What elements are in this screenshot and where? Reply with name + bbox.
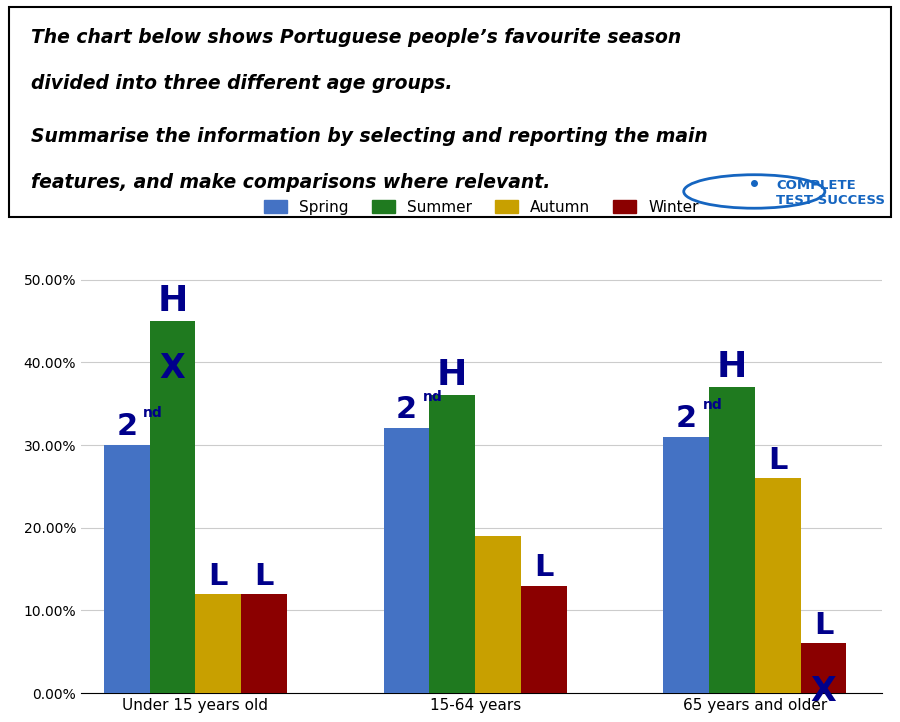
Text: L: L bbox=[534, 553, 554, 583]
Bar bbox=[241, 594, 287, 693]
Bar bbox=[709, 387, 755, 693]
Text: COMPLETE
TEST SUCCESS: COMPLETE TEST SUCCESS bbox=[777, 179, 886, 207]
Text: nd: nd bbox=[423, 390, 443, 404]
Legend: Spring, Summer, Autumn, Winter: Spring, Summer, Autumn, Winter bbox=[258, 193, 705, 221]
Bar bbox=[663, 437, 709, 693]
Text: H: H bbox=[716, 350, 747, 384]
Text: X: X bbox=[811, 675, 836, 708]
Text: L: L bbox=[814, 612, 833, 640]
FancyBboxPatch shape bbox=[9, 7, 891, 217]
Text: 2: 2 bbox=[676, 404, 697, 432]
Bar bbox=[755, 478, 801, 693]
Text: divided into three different age groups.: divided into three different age groups. bbox=[31, 74, 453, 93]
Text: 2: 2 bbox=[396, 396, 417, 425]
Bar bbox=[521, 586, 567, 693]
Bar bbox=[801, 643, 846, 693]
Bar bbox=[104, 445, 149, 693]
Text: features, and make comparisons where relevant.: features, and make comparisons where rel… bbox=[31, 173, 551, 191]
Text: nd: nd bbox=[143, 406, 163, 420]
Text: L: L bbox=[209, 562, 228, 591]
Bar bbox=[475, 536, 521, 693]
Text: nd: nd bbox=[703, 398, 723, 412]
Bar bbox=[195, 594, 241, 693]
Text: H: H bbox=[158, 284, 188, 318]
Text: The chart below shows Portuguese people’s favourite season: The chart below shows Portuguese people’… bbox=[31, 28, 681, 47]
Bar bbox=[429, 396, 475, 693]
Text: 2: 2 bbox=[116, 412, 138, 441]
Text: H: H bbox=[437, 358, 467, 392]
Bar bbox=[383, 428, 429, 693]
Bar bbox=[149, 321, 195, 693]
Text: X: X bbox=[159, 352, 185, 386]
Text: L: L bbox=[255, 562, 274, 591]
Text: Summarise the information by selecting and reporting the main: Summarise the information by selecting a… bbox=[31, 126, 707, 146]
Text: L: L bbox=[768, 445, 788, 475]
